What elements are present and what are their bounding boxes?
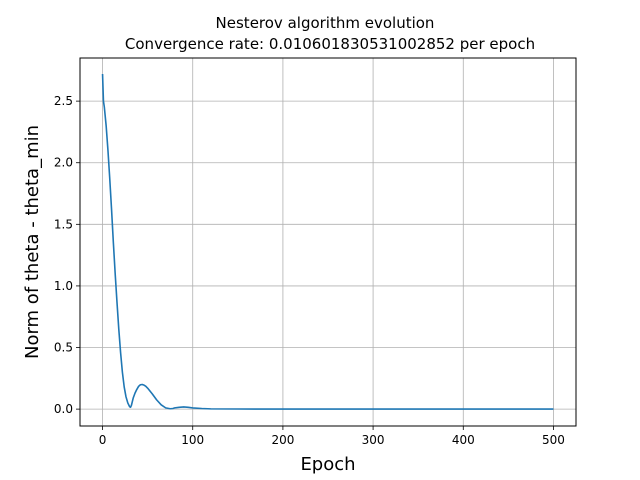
y-tick-label: 1.5 <box>54 217 73 231</box>
x-axis-label: Epoch <box>300 454 355 475</box>
chart-title-line2: Convergence rate: 0.010601830531002852 p… <box>125 35 535 53</box>
grid <box>80 58 576 426</box>
x-tick-label: 400 <box>452 433 475 447</box>
y-tick-label: 2.0 <box>54 156 73 170</box>
y-tick-label: 1.0 <box>54 279 73 293</box>
x-tick-label: 0 <box>99 433 107 447</box>
series-line <box>101 73 554 410</box>
x-tick-label: 300 <box>362 433 385 447</box>
x-tick-label: 500 <box>542 433 565 447</box>
y-tick-label: 0.0 <box>54 402 73 416</box>
x-tick-label: 100 <box>181 433 204 447</box>
x-axis-ticks: 0 100 200 300 400 500 <box>99 426 565 447</box>
y-tick-label: 0.5 <box>54 341 73 355</box>
x-tick-label: 200 <box>271 433 294 447</box>
y-axis-ticks: 0.0 0.5 1.0 1.5 2.0 2.5 <box>54 94 80 416</box>
y-tick-label: 2.5 <box>54 94 73 108</box>
y-axis-label: Norm of theta - theta_min <box>22 125 43 359</box>
series-layer <box>101 73 554 410</box>
chart-title-line1: Nesterov algorithm evolution <box>216 14 435 32</box>
plot-area <box>79 57 577 427</box>
